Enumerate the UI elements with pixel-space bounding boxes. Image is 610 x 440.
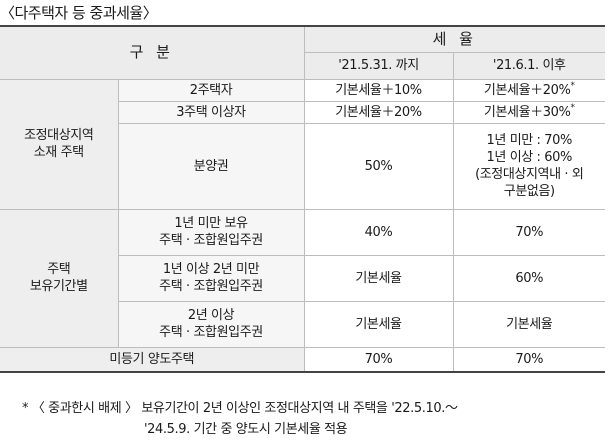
rate-after: 기본세율＋20% [483, 82, 571, 98]
rate-after: 기본세율＋30% [483, 104, 571, 120]
header-after: '21.6.1. 이후 [452, 51, 605, 80]
table-row: 조정대상지역 소재 주택 2주택자 기본세율＋10% 기본세율＋20%* [0, 78, 605, 210]
footnote-star: * [570, 102, 575, 113]
row-label: 3주택 이상자 [118, 100, 305, 124]
rate-after: 1년 미만 : 70% 1년 이상 : 60% (조정대상지역내 · 외 구분없… [452, 122, 605, 210]
row-label: 분양권 [118, 122, 305, 210]
rate-before: 기본세율＋10% [303, 78, 454, 102]
tax-rate-table: 구 분 세 율 '21.5.31. 까지 '21.6.1. 이후 조정대상지역 … [0, 25, 605, 373]
row-label: 1년 미만 보유 주택 · 조합원입주권 [117, 208, 305, 256]
rate-after: 70% [452, 346, 605, 373]
rate-before: 50% [303, 122, 454, 210]
rate-after: 기본세율 [452, 300, 605, 348]
row-label: 1년 이상 2년 미만 주택 · 조합원입주권 [118, 254, 305, 302]
rate-before: 기본세율 [303, 254, 454, 302]
rate-after-cell: 기본세율＋30%* [452, 100, 605, 124]
header-before: '21.5.31. 까지 [304, 51, 454, 80]
row-label: 2주택자 [117, 78, 305, 102]
group-holding-period: 주택 보유기간별 [0, 208, 119, 348]
table-row: 1년 이상 2년 미만 주택 · 조합원입주권 기본세율 60% [0, 254, 605, 302]
footnote: * 〈 중과한시 배제 〉 보유기간이 2년 이상인 조정대상지역 내 주택을 … [22, 398, 602, 440]
group-adjusted-area: 조정대상지역 소재 주택 [0, 78, 119, 210]
header-tax-rate: 세 율 [303, 25, 605, 53]
rate-after: 70% [452, 208, 605, 256]
table-row: 2년 이상 주택 · 조합원입주권 기본세율 기본세율 [0, 300, 605, 348]
rate-before: 기본세율＋20% [303, 100, 454, 124]
header-category: 구 분 [0, 25, 305, 80]
rate-before: 70% [303, 346, 454, 373]
footnote-line-2: '24.5.9. 기간 중 양도시 기본세율 적용 [144, 422, 348, 437]
table-row: 미등기 양도주택 70% 70% [0, 346, 605, 373]
rate-before: 40% [303, 208, 454, 256]
rate-after-cell: 기본세율＋20%* [452, 78, 605, 102]
table-title: 〈다주택자 등 중과세율〉 [0, 4, 158, 22]
table-row: 분양권 50% 1년 미만 : 70% 1년 이상 : 60% (조정대상지역내… [0, 122, 605, 210]
footnote-star: * [570, 80, 575, 91]
footnote-line-1: * 〈 중과한시 배제 〉 보유기간이 2년 이상인 조정대상지역 내 주택을 … [22, 401, 458, 416]
rate-after: 60% [452, 254, 605, 302]
row-label: 2년 이상 주택 · 조합원입주권 [118, 300, 305, 348]
row-label: 미등기 양도주택 [0, 346, 305, 373]
table-row: 주택 보유기간별 1년 미만 보유 주택 · 조합원입주권 40% 70% [0, 208, 605, 348]
rate-before: 기본세율 [303, 300, 454, 348]
